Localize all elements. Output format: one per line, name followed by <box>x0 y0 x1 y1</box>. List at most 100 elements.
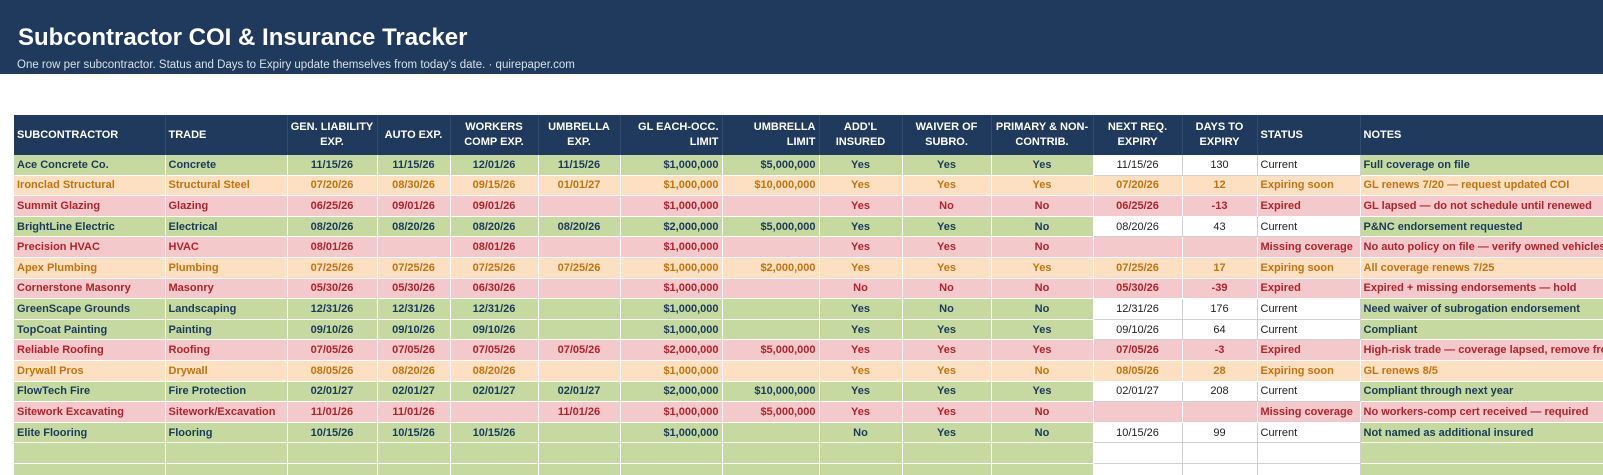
cell-waiver[interactable]: No <box>902 195 992 217</box>
cell-days-to-expiry[interactable]: 28 <box>1182 360 1258 382</box>
col-header-waiver[interactable]: WAIVER OF SUBRO. <box>902 115 992 155</box>
cell-umbrella-exp[interactable] <box>538 360 621 382</box>
cell-wc-exp[interactable]: 08/20/26 <box>450 216 539 238</box>
cell-gl-exp[interactable]: 08/20/26 <box>287 216 378 238</box>
cell-primary[interactable]: Yes <box>991 319 1094 341</box>
cell-waiver[interactable]: Yes <box>902 319 992 341</box>
cell-wc-exp[interactable]: 12/31/26 <box>450 298 539 320</box>
cell-subcontractor[interactable]: Apex Plumbing <box>14 257 166 279</box>
cell-umbrella-exp[interactable]: 11/01/26 <box>538 401 621 423</box>
empty-cell[interactable] <box>450 442 539 464</box>
empty-cell[interactable] <box>538 442 621 464</box>
cell-notes[interactable]: No workers-comp cert received — required <box>1360 401 1603 423</box>
cell-gl-exp[interactable]: 05/30/26 <box>287 278 378 300</box>
empty-cell[interactable] <box>287 463 378 475</box>
cell-umbrella-limit[interactable]: $2,000,000 <box>722 257 820 279</box>
cell-addl-insured[interactable]: Yes <box>819 195 903 217</box>
cell-subcontractor[interactable]: FlowTech Fire <box>14 381 166 403</box>
col-header-notes[interactable]: NOTES <box>1360 115 1603 155</box>
cell-primary[interactable]: Yes <box>991 155 1094 176</box>
cell-primary[interactable]: No <box>991 216 1094 238</box>
cell-notes[interactable]: High-risk trade — coverage lapsed, remov… <box>1360 339 1603 361</box>
cell-days-to-expiry[interactable]: -3 <box>1182 339 1258 361</box>
cell-primary[interactable]: Yes <box>991 175 1094 197</box>
cell-auto-exp[interactable]: 02/01/27 <box>377 381 451 403</box>
empty-cell[interactable] <box>1360 442 1603 464</box>
cell-auto-exp[interactable]: 05/30/26 <box>377 278 451 300</box>
col-header-trade[interactable]: TRADE <box>165 115 288 155</box>
cell-gl-exp[interactable]: 12/31/26 <box>287 298 378 320</box>
cell-subcontractor[interactable]: GreenScape Grounds <box>14 298 166 320</box>
cell-notes[interactable]: GL renews 7/20 — request updated COI <box>1360 175 1603 197</box>
cell-next-expiry[interactable]: 07/25/26 <box>1093 257 1183 279</box>
cell-gl-limit[interactable]: $1,000,000 <box>620 401 723 423</box>
cell-notes[interactable]: Full coverage on file <box>1360 155 1603 176</box>
cell-primary[interactable]: No <box>991 278 1094 300</box>
cell-status[interactable]: Expired <box>1257 339 1361 361</box>
cell-next-expiry[interactable]: 09/10/26 <box>1093 319 1183 341</box>
cell-subcontractor[interactable]: Ironclad Structural <box>14 175 166 197</box>
cell-umbrella-limit[interactable]: $5,000,000 <box>722 339 820 361</box>
empty-cell[interactable] <box>991 463 1094 475</box>
cell-primary[interactable]: No <box>991 236 1094 258</box>
cell-gl-limit[interactable]: $1,000,000 <box>620 155 723 176</box>
cell-primary[interactable]: No <box>991 360 1094 382</box>
cell-gl-limit[interactable]: $2,000,000 <box>620 216 723 238</box>
cell-gl-exp[interactable]: 08/05/26 <box>287 360 378 382</box>
cell-auto-exp[interactable]: 07/25/26 <box>377 257 451 279</box>
empty-cell[interactable] <box>722 463 820 475</box>
cell-status[interactable]: Expiring soon <box>1257 175 1361 197</box>
cell-gl-exp[interactable]: 11/01/26 <box>287 401 378 423</box>
cell-primary[interactable]: Yes <box>991 339 1094 361</box>
cell-trade[interactable]: Roofing <box>165 339 288 361</box>
cell-umbrella-limit[interactable] <box>722 360 820 382</box>
cell-notes[interactable]: Not named as additional insured <box>1360 422 1603 444</box>
cell-next-expiry[interactable]: 08/05/26 <box>1093 360 1183 382</box>
cell-trade[interactable]: Sitework/Excavation <box>165 401 288 423</box>
cell-next-expiry[interactable]: 12/31/26 <box>1093 298 1183 320</box>
cell-notes[interactable]: GL lapsed — do not schedule until renewe… <box>1360 195 1603 217</box>
cell-waiver[interactable]: No <box>902 298 992 320</box>
cell-primary[interactable]: No <box>991 298 1094 320</box>
cell-subcontractor[interactable]: Summit Glazing <box>14 195 166 217</box>
empty-cell[interactable] <box>819 463 903 475</box>
cell-wc-exp[interactable]: 07/25/26 <box>450 257 539 279</box>
cell-addl-insured[interactable]: Yes <box>819 155 903 176</box>
cell-notes[interactable]: Compliant through next year <box>1360 381 1603 403</box>
cell-addl-insured[interactable]: No <box>819 422 903 444</box>
cell-days-to-expiry[interactable]: -13 <box>1182 195 1258 217</box>
cell-addl-insured[interactable]: Yes <box>819 216 903 238</box>
cell-trade[interactable]: Flooring <box>165 422 288 444</box>
cell-waiver[interactable]: Yes <box>902 175 992 197</box>
cell-waiver[interactable]: Yes <box>902 339 992 361</box>
cell-gl-limit[interactable]: $1,000,000 <box>620 360 723 382</box>
cell-status[interactable]: Current <box>1257 216 1361 238</box>
cell-addl-insured[interactable]: Yes <box>819 298 903 320</box>
cell-wc-exp[interactable]: 09/01/26 <box>450 195 539 217</box>
cell-umbrella-exp[interactable]: 11/15/26 <box>538 155 621 176</box>
cell-status[interactable]: Current <box>1257 155 1361 176</box>
cell-wc-exp[interactable]: 09/15/26 <box>450 175 539 197</box>
cell-auto-exp[interactable]: 08/30/26 <box>377 175 451 197</box>
empty-cell[interactable] <box>538 463 621 475</box>
cell-next-expiry[interactable]: 06/25/26 <box>1093 195 1183 217</box>
cell-gl-limit[interactable]: $1,000,000 <box>620 257 723 279</box>
empty-cell[interactable] <box>620 463 723 475</box>
cell-primary[interactable]: Yes <box>991 257 1094 279</box>
cell-waiver[interactable]: Yes <box>902 422 992 444</box>
cell-gl-exp[interactable]: 02/01/27 <box>287 381 378 403</box>
empty-cell[interactable] <box>165 442 288 464</box>
col-header-wc-exp[interactable]: WORKERS COMP EXP. <box>450 115 539 155</box>
cell-umbrella-limit[interactable]: $5,000,000 <box>722 216 820 238</box>
cell-addl-insured[interactable]: Yes <box>819 401 903 423</box>
cell-waiver[interactable]: Yes <box>902 360 992 382</box>
cell-days-to-expiry[interactable]: 176 <box>1182 298 1258 320</box>
cell-status[interactable]: Expired <box>1257 195 1361 217</box>
cell-gl-limit[interactable]: $1,000,000 <box>620 319 723 341</box>
cell-primary[interactable]: Yes <box>991 381 1094 403</box>
cell-addl-insured[interactable]: Yes <box>819 257 903 279</box>
cell-umbrella-limit[interactable]: $5,000,000 <box>722 401 820 423</box>
col-header-subcontractor[interactable]: SUBCONTRACTOR <box>14 115 166 155</box>
cell-auto-exp[interactable]: 09/01/26 <box>377 195 451 217</box>
cell-notes[interactable]: No auto policy on file — verify owned ve… <box>1360 236 1603 258</box>
